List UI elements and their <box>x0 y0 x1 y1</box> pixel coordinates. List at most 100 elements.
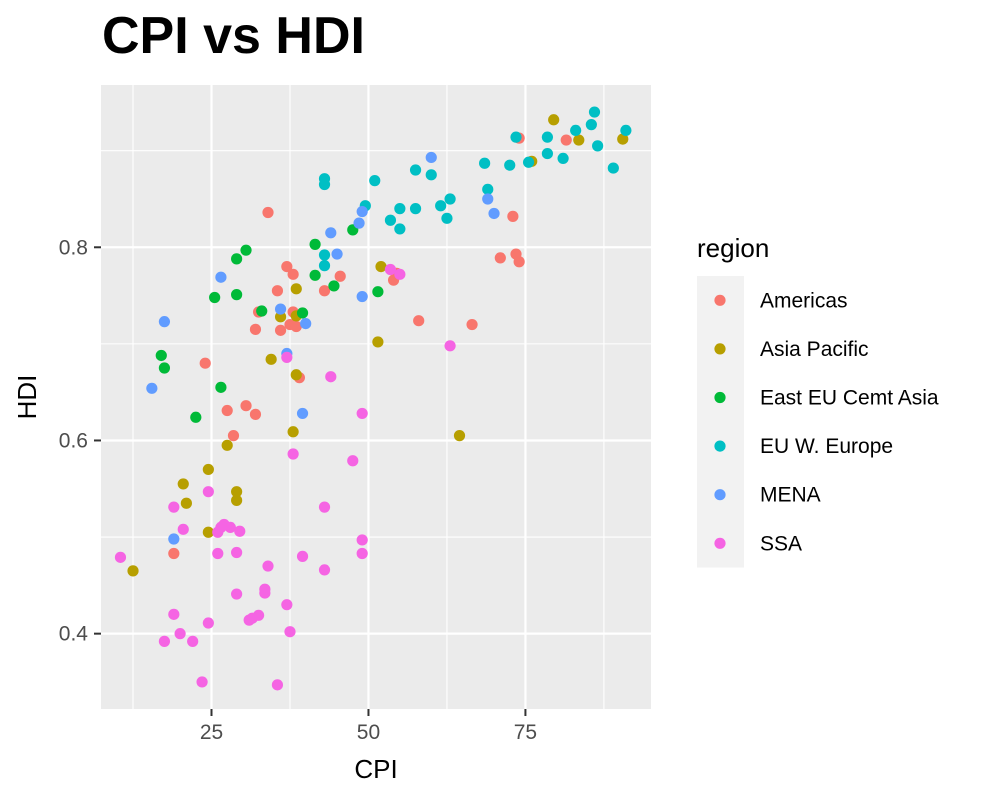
minor-grid <box>101 85 651 709</box>
legend-key-marker <box>714 294 726 306</box>
data-point <box>290 320 302 333</box>
data-point <box>274 303 287 315</box>
data-point <box>202 526 214 538</box>
data-point <box>356 205 368 218</box>
y-axis: 0.4 0.6 0.8 <box>59 236 101 646</box>
data-point <box>334 270 346 282</box>
data-point <box>209 291 221 304</box>
data-point <box>522 156 535 168</box>
legend-label: EU W. Europe <box>760 435 893 458</box>
data-point <box>262 560 274 572</box>
data-point <box>479 157 491 169</box>
data-point <box>325 371 337 383</box>
legend-items: Americas Asia Pacific East EU Cemt Asia EU … <box>714 289 939 555</box>
data-point <box>231 289 243 301</box>
chart-title: CPI vs HDI <box>102 7 365 65</box>
data-point <box>435 200 447 212</box>
data-point <box>318 260 331 272</box>
data-point <box>318 285 331 297</box>
data-point <box>290 283 302 295</box>
data-point <box>174 628 186 640</box>
data-point <box>180 497 192 509</box>
legend-label: MENA <box>760 484 821 507</box>
data-point <box>287 268 299 280</box>
data-point <box>215 381 227 393</box>
data-point <box>246 612 258 624</box>
data-point <box>196 676 208 688</box>
data-point <box>221 404 233 417</box>
data-point <box>281 351 293 363</box>
data-point <box>592 140 604 152</box>
data-point <box>227 430 240 442</box>
data-point <box>146 382 158 394</box>
y-tick-label: 0.8 <box>59 236 88 259</box>
data-point <box>190 411 202 423</box>
data-point <box>274 311 287 323</box>
data-point <box>281 599 293 611</box>
data-point <box>331 248 343 260</box>
data-point <box>441 212 453 224</box>
data-point <box>510 131 522 143</box>
data-point <box>541 131 554 143</box>
data-point <box>557 152 569 165</box>
legend-title: region <box>697 233 769 263</box>
data-point <box>177 523 189 535</box>
data-point <box>425 151 437 164</box>
data-point <box>375 260 387 273</box>
data-point <box>249 323 262 335</box>
data-point <box>560 134 572 146</box>
data-point <box>413 315 425 327</box>
x-tick-label: 25 <box>200 721 223 744</box>
x-axis: 25 50 75 <box>200 709 537 744</box>
legend-key-marker <box>714 489 726 501</box>
data-point <box>274 324 287 336</box>
data-point <box>466 318 478 331</box>
data-point <box>372 336 384 348</box>
major-grid <box>101 85 651 709</box>
data-point <box>296 550 309 562</box>
data-point <box>234 525 246 537</box>
data-point <box>296 307 309 319</box>
data-point <box>318 178 331 191</box>
data-point <box>510 248 522 260</box>
data-point <box>541 147 554 160</box>
data-point <box>394 223 406 235</box>
data-point <box>158 362 171 374</box>
data-point <box>548 114 560 126</box>
legend-label: East EU Cemt Asia <box>760 387 939 410</box>
x-tick-label: 50 <box>357 721 380 744</box>
data-point <box>155 349 167 362</box>
data-point <box>425 169 437 181</box>
data-point <box>281 260 293 273</box>
x-tick-label: 75 <box>514 721 537 744</box>
legend-key-background <box>697 276 744 568</box>
legend-key-marker <box>714 440 726 452</box>
data-point <box>409 164 422 176</box>
data-point <box>284 626 296 638</box>
data-point <box>620 124 632 136</box>
data-point <box>394 203 406 215</box>
data-point <box>114 551 127 563</box>
data-point <box>271 679 284 691</box>
data-point <box>212 547 224 560</box>
data-point <box>325 227 337 239</box>
x-axis-title: CPI <box>354 754 397 784</box>
data-point <box>444 340 456 352</box>
plot-panel <box>101 85 651 709</box>
legend-label: Americas <box>760 289 848 312</box>
data-point <box>256 305 268 317</box>
data-point <box>607 162 619 174</box>
data-point <box>202 463 214 476</box>
legend: region Americas Asia Pacific East EU Cemt … <box>697 233 939 568</box>
data-point <box>168 501 180 513</box>
data-point <box>249 408 262 420</box>
data-point <box>318 501 331 513</box>
data-point <box>168 547 180 560</box>
data-point <box>296 407 309 420</box>
data-point <box>507 210 519 222</box>
data-point <box>482 183 494 195</box>
data-point <box>215 271 227 283</box>
data-point <box>384 214 397 226</box>
data-point <box>199 357 211 369</box>
